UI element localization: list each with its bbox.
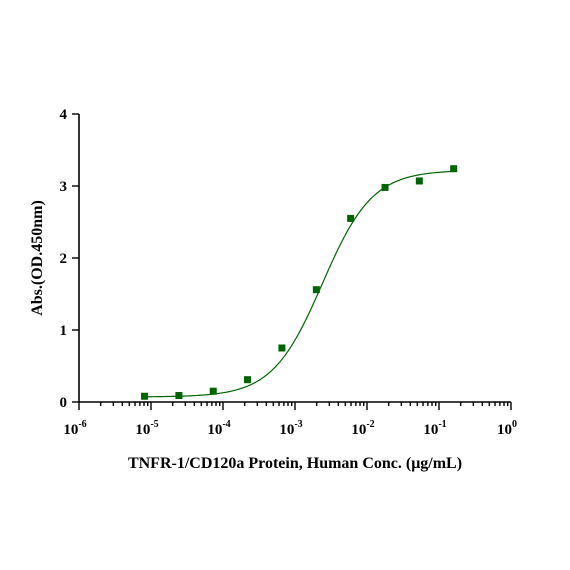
fit-curve [144,170,454,398]
x-tick-label: 10-3 [279,419,302,438]
x-axis-title: TNFR-1/CD120a Protein, Human Conc. (μg/m… [128,455,462,472]
y-tick-label: 4 [60,107,68,123]
data-point [450,165,458,173]
data-points [141,165,458,400]
data-point [347,214,355,222]
x-tick-label: 10-5 [135,419,158,438]
x-axis-ticks: 10-6 10-5 10-4 10-3 10-2 10-1 100 [63,402,517,438]
x-tick-label: 10-6 [63,419,86,438]
y-tick-label: 0 [60,395,68,411]
y-axis-title: Abs.(OD.450nm) [29,200,46,316]
data-point [175,392,183,400]
x-tick-label: 100 [497,419,517,438]
y-tick-label: 1 [60,323,68,339]
y-tick-label: 2 [60,251,68,267]
x-tick-label: 10-4 [207,419,230,438]
data-point [381,183,389,191]
data-point [244,376,252,384]
data-point [312,286,320,294]
data-point [278,344,286,352]
data-point [209,387,217,395]
y-axis-ticks: 0 1 2 3 4 [60,107,79,411]
y-tick-label: 3 [60,179,68,195]
data-point [141,392,149,400]
axes [78,114,511,403]
fit-curve-layer [144,170,454,398]
x-tick-label: 10-2 [351,419,374,438]
data-point [415,177,423,185]
x-tick-label: 10-1 [423,419,446,438]
